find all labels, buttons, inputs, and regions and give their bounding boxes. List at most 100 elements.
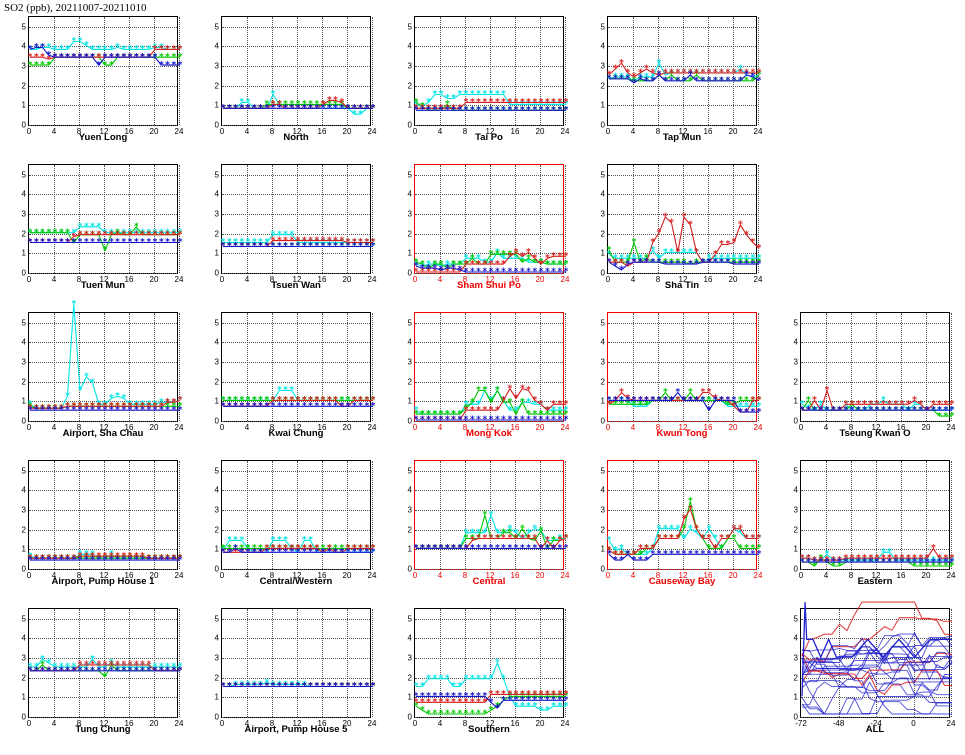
y-axis-tick-4: 4 [601,338,605,347]
svg-text:*: * [71,666,76,676]
svg-text:*: * [140,666,145,676]
svg-text:*: * [644,555,649,565]
svg-text:*: * [221,682,226,692]
y-axis-tick-4: 4 [22,634,26,643]
svg-text:*: * [302,402,307,412]
svg-text:*: * [495,690,500,700]
svg-text:*: * [327,104,332,114]
svg-text:*: * [520,524,525,534]
svg-text:*: * [246,682,251,692]
panel-tuen-mun: 0 1 2 3 4 5 0 4 8 12 16 20 24 Tuen Mun * * * * * * * * * * * * * * *… [0,162,180,297]
svg-text:*: * [757,407,762,417]
svg-text:*: * [78,666,83,676]
svg-text:*: * [90,666,95,676]
svg-text:*: * [103,238,108,248]
y-axis-tick-5: 5 [22,466,26,475]
svg-text:*: * [115,392,120,402]
svg-text:*: * [744,396,749,406]
svg-text:*: * [339,402,344,412]
svg-text:*: * [931,557,936,567]
y-axis-tick-5: 5 [215,318,219,327]
y-axis-tick-3: 3 [215,506,219,515]
svg-text:*: * [700,76,705,86]
series-lines-central-western: ** * ** * * ** * ** ** ** * * * * * * * * ** * * * * * * * * * * * * * *… [223,460,373,568]
svg-text:*: * [171,60,176,70]
svg-text:*: * [153,52,158,62]
all-overlay-lines [802,608,952,716]
y-axis-tick-2: 2 [794,673,798,682]
series-lines-tseung-kwan-o: * * *** * *** * ** * * * * *** ** * * * **** * * * * *** * * * * *… [802,312,952,420]
svg-text:*: * [520,252,525,262]
svg-text:*: * [564,267,569,277]
svg-text:*: * [146,666,151,676]
svg-text:*: * [557,544,562,554]
svg-text:*: * [333,682,338,692]
svg-text:*: * [476,692,481,702]
svg-text:*: * [65,555,70,565]
svg-text:*: * [632,555,637,565]
y-axis-tick-2: 2 [408,525,412,534]
svg-text:*: * [663,524,668,534]
svg-text:*: * [121,666,126,676]
svg-text:*: * [694,550,699,560]
svg-text:*: * [650,238,655,248]
y-axis-tick-1: 1 [408,101,412,110]
y-axis-tick-3: 3 [215,62,219,71]
svg-text:*: * [719,76,724,86]
svg-text:*: * [165,238,170,248]
svg-text:*: * [757,259,762,269]
svg-text:*: * [121,238,126,248]
svg-text:*: * [71,238,76,248]
y-axis-tick-5: 5 [215,22,219,31]
svg-text:*: * [526,544,531,554]
svg-text:*: * [482,405,487,415]
svg-text:*: * [818,405,823,415]
svg-text:*: * [669,524,674,534]
svg-text:*: * [314,682,319,692]
svg-text:*: * [700,534,705,544]
svg-text:*: * [59,228,64,238]
svg-text:*: * [514,696,519,706]
svg-text:*: * [825,557,830,567]
svg-text:*: * [420,415,425,425]
panel-caption: North [221,132,371,143]
svg-text:*: * [115,666,120,676]
svg-text:*: * [657,257,662,267]
svg-text:*: * [451,415,456,425]
svg-text:*: * [371,548,376,558]
svg-text:*: * [613,261,618,271]
svg-text:*: * [302,104,307,114]
svg-text:*: * [153,555,158,565]
svg-text:*: * [233,402,238,412]
svg-text:*: * [371,242,376,252]
svg-text:*: * [264,548,269,558]
y-axis-tick-1: 1 [794,545,798,554]
svg-text:*: * [457,90,462,100]
svg-text:*: * [912,557,917,567]
svg-text:*: * [426,415,431,425]
panel-caption: Airport, Pump House 5 [221,724,371,735]
svg-text:*: * [358,682,363,692]
svg-text:*: * [875,405,880,415]
svg-text:*: * [65,238,70,248]
svg-text:*: * [109,555,114,565]
svg-text:*: * [675,534,680,544]
svg-text:*: * [364,104,369,114]
svg-text:*: * [507,534,512,544]
svg-text:*: * [713,534,718,544]
svg-text:*: * [302,682,307,692]
svg-text:*: * [283,104,288,114]
y-axis-tick-4: 4 [408,42,412,51]
svg-text:*: * [457,415,462,425]
y-axis-tick-0: 0 [215,121,219,130]
svg-text:*: * [644,64,649,74]
svg-text:*: * [644,76,649,86]
svg-text:*: * [426,544,431,554]
svg-text:*: * [308,682,313,692]
svg-text:*: * [539,267,544,277]
svg-text:*: * [489,415,494,425]
y-axis-tick-4: 4 [408,486,412,495]
y-axis-tick-4: 4 [408,634,412,643]
series-lines-tung-chung: * ** * * * * * * *** * * * * * * * * * * * * ** *** * * * * * * * ****… [30,608,180,716]
svg-text:*: * [314,104,319,114]
